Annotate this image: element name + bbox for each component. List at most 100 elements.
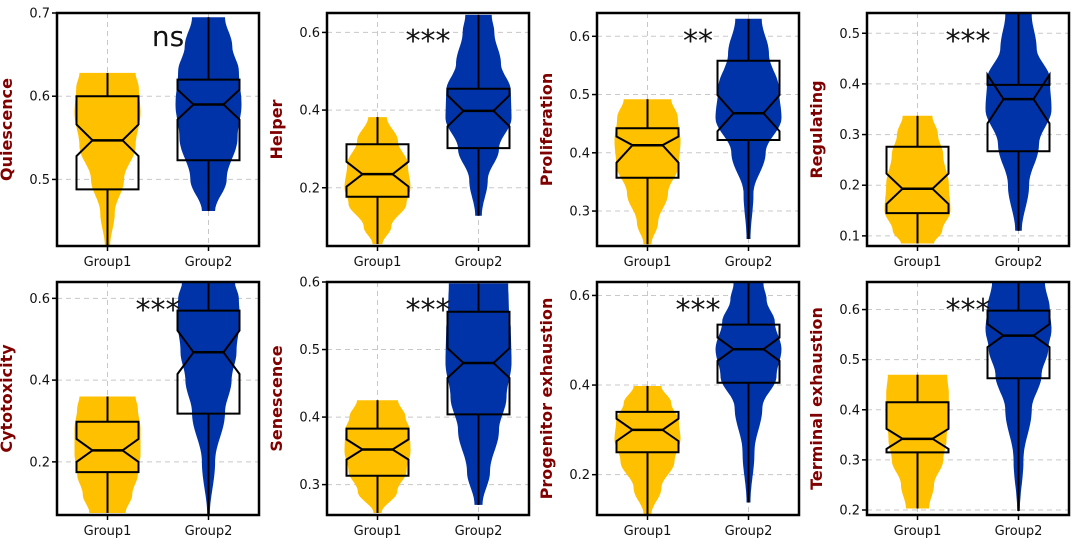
y-axis-label: Proliferation bbox=[537, 73, 556, 187]
box-group1 bbox=[885, 145, 950, 215]
panel-proliferation: 0.3 0.4 0.5 0.6 Group1 Group2 Proliferation ** bbox=[537, 11, 801, 270]
plot-area bbox=[74, 17, 242, 246]
plot-frame bbox=[865, 11, 1071, 248]
y-axis-label: Terminal exhaustion bbox=[807, 307, 826, 490]
violin-group2 bbox=[445, 14, 512, 216]
violin-group1 bbox=[614, 99, 681, 245]
x-tick-label: Group1 bbox=[354, 524, 402, 539]
violin-group2 bbox=[175, 17, 242, 212]
plot-area bbox=[885, 282, 1052, 511]
x-tick-label: Group1 bbox=[624, 524, 672, 539]
plot-area bbox=[614, 282, 782, 515]
x-tick-label: Group2 bbox=[725, 255, 773, 270]
plot-area bbox=[74, 282, 241, 515]
panel-quiescence: 0.5 0.6 0.7 Group1 Group2 Quiescence ns bbox=[0, 7, 261, 270]
y-tick-label: 0.3 bbox=[839, 128, 860, 143]
violin-group1 bbox=[74, 396, 141, 513]
panel-cytotoxicity: 0.2 0.4 0.6 Group1 Group2 Cytotoxicity *** bbox=[0, 280, 261, 539]
y-tick-label: 0.7 bbox=[29, 7, 50, 22]
y-tick-label: 0.2 bbox=[839, 179, 860, 194]
x-tick-label: Group2 bbox=[725, 524, 773, 539]
y-tick-label: 0.3 bbox=[569, 205, 590, 220]
violin-group2 bbox=[177, 282, 240, 515]
plot-area bbox=[344, 14, 512, 245]
significance-label: *** bbox=[406, 293, 451, 328]
y-tick-label: 0.6 bbox=[569, 289, 590, 304]
significance-label: *** bbox=[136, 293, 181, 328]
y-tick-label: 0.6 bbox=[839, 303, 860, 318]
y-tick-label: 0.4 bbox=[569, 379, 590, 394]
x-tick-label: Group1 bbox=[624, 255, 672, 270]
box-group1 bbox=[345, 143, 410, 198]
box-group1 bbox=[885, 401, 950, 454]
x-tick-label: Group2 bbox=[185, 255, 233, 270]
x-tick-label: Group1 bbox=[894, 255, 942, 270]
y-tick-label: 0.5 bbox=[839, 353, 860, 368]
y-axis-label: Helper bbox=[267, 99, 286, 159]
box-group2 bbox=[176, 309, 241, 415]
y-tick-label: 0.2 bbox=[299, 181, 320, 196]
plot-frame bbox=[595, 11, 801, 248]
y-tick-label: 0.4 bbox=[569, 146, 590, 161]
box-group2 bbox=[716, 59, 781, 141]
plot-area bbox=[884, 14, 1052, 244]
plot-frame bbox=[325, 11, 531, 248]
violin-group1 bbox=[884, 115, 951, 244]
y-axis-label: Cytotoxicity bbox=[0, 344, 16, 453]
x-tick-label: Group1 bbox=[84, 524, 132, 539]
violin-group2 bbox=[715, 18, 782, 239]
violin-group1 bbox=[886, 374, 949, 509]
panel-regulating: 0.1 0.2 0.3 0.4 0.5 Group1 Group2 Regulating *** bbox=[807, 11, 1071, 270]
plot-frame bbox=[55, 280, 261, 517]
y-tick-label: 0.6 bbox=[569, 30, 590, 45]
y-axis-label: Senescence bbox=[267, 345, 286, 451]
y-tick-label: 0.4 bbox=[29, 374, 50, 389]
box-group1 bbox=[615, 127, 680, 179]
plot-area bbox=[344, 283, 512, 513]
y-tick-label: 0.4 bbox=[299, 411, 320, 426]
significance-label: ** bbox=[683, 24, 713, 59]
x-tick-label: Group2 bbox=[995, 255, 1043, 270]
violin-group1 bbox=[614, 386, 681, 515]
y-tick-label: 0.6 bbox=[29, 90, 50, 105]
box-group2 bbox=[716, 323, 781, 384]
box-group1 bbox=[75, 95, 140, 191]
y-tick-label: 0.5 bbox=[569, 88, 590, 103]
y-tick-label: 0.1 bbox=[839, 229, 860, 244]
plot-area bbox=[614, 18, 782, 245]
y-tick-label: 0.6 bbox=[29, 292, 50, 307]
plot-frame bbox=[55, 11, 261, 248]
significance-label: *** bbox=[946, 293, 991, 328]
box-group1 bbox=[345, 427, 410, 477]
violin-group2 bbox=[445, 283, 512, 505]
x-tick-label: Group1 bbox=[894, 524, 942, 539]
significance-label: *** bbox=[406, 24, 451, 59]
x-tick-label: Group1 bbox=[354, 255, 402, 270]
x-tick-label: Group2 bbox=[185, 524, 233, 539]
y-tick-label: 0.2 bbox=[569, 468, 590, 483]
violin-group2 bbox=[985, 14, 1052, 231]
y-tick-label: 0.2 bbox=[839, 503, 860, 518]
significance-label: ns bbox=[152, 20, 184, 53]
box-group2 bbox=[986, 309, 1051, 380]
y-tick-label: 0.5 bbox=[29, 173, 50, 188]
box-group2 bbox=[986, 71, 1051, 153]
x-tick-label: Group2 bbox=[455, 524, 503, 539]
y-tick-label: 0.3 bbox=[839, 453, 860, 468]
violin-group1 bbox=[74, 72, 141, 246]
y-tick-label: 0.2 bbox=[29, 455, 50, 470]
box-group1 bbox=[75, 420, 140, 474]
y-tick-label: 0.5 bbox=[299, 343, 320, 358]
y-tick-label: 0.4 bbox=[839, 77, 860, 92]
y-axis-label: Regulating bbox=[807, 80, 826, 178]
y-axis-label: Quiescence bbox=[0, 78, 16, 181]
panel-helper: 0.2 0.4 0.6 Group1 Group2 Helper *** bbox=[267, 11, 531, 270]
plot-frame bbox=[595, 280, 801, 517]
y-tick-label: 0.3 bbox=[299, 478, 320, 493]
y-axis-label: Progenitor exhaustion bbox=[537, 298, 556, 500]
panel-senescence: 0.3 0.4 0.5 0.6 Group1 Group2 Senescence *** bbox=[267, 276, 531, 539]
x-tick-label: Group2 bbox=[455, 255, 503, 270]
y-tick-label: 0.5 bbox=[839, 27, 860, 42]
plot-frame bbox=[865, 280, 1071, 517]
